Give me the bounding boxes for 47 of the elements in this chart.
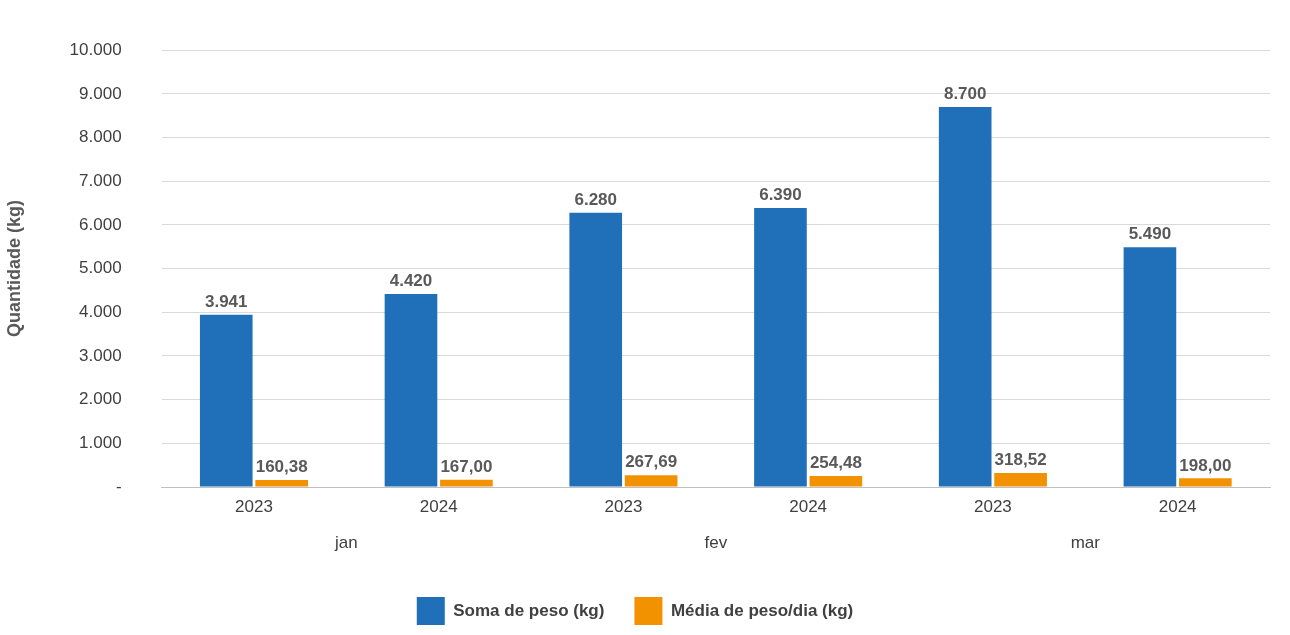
data-label: 254,48 (809, 453, 862, 473)
x-tick-label: 2024 (789, 496, 828, 516)
data-label: 160,38 (255, 457, 308, 477)
y-tick-label: 4.000 (79, 301, 122, 321)
x-tick-label: 2024 (419, 496, 458, 516)
y-tick-label: 6.000 (79, 214, 122, 234)
data-label: 8.700 (943, 84, 987, 104)
bar (809, 475, 863, 487)
bar (384, 293, 438, 487)
bar (938, 106, 992, 487)
bar (994, 473, 1047, 487)
y-tick-label: 3.000 (79, 345, 122, 365)
y-tick-label: 9.000 (79, 83, 122, 103)
y-tick-label: 7.000 (79, 170, 122, 190)
x-tick-label: 2023 (604, 496, 643, 516)
legend-label: Média de peso/dia (kg) (670, 600, 854, 620)
bar (1123, 247, 1177, 487)
bar (199, 314, 253, 487)
y-tick-label: 5.000 (79, 258, 122, 278)
data-label: 198,00 (1179, 455, 1232, 475)
data-label: 4.420 (389, 271, 433, 291)
text: fev (704, 532, 728, 552)
x-tick-label: 2023 (973, 496, 1012, 516)
x-tick-label: 2024 (1158, 496, 1197, 516)
y-axis-title: Quantidade (kg) (3, 200, 24, 338)
data-label: 167,00 (440, 456, 493, 476)
bar (569, 212, 623, 487)
y-tick-label: 10.000 (69, 39, 122, 59)
y-tick-label: - (115, 476, 122, 496)
bar (255, 480, 308, 487)
data-label: 318,52 (994, 450, 1047, 470)
bar (440, 479, 493, 487)
data-label: 6.390 (759, 185, 802, 205)
data-label: 6.280 (574, 189, 617, 209)
bar (624, 475, 678, 487)
y-tick-label: 1.000 (79, 433, 122, 453)
bar (1179, 478, 1232, 487)
text: mar (1070, 532, 1101, 552)
y-tick-label: 2.000 (79, 389, 122, 409)
data-label: 3.941 (204, 292, 248, 312)
data-label: 267,69 (625, 452, 678, 472)
legend-label: Soma de peso (kg) (453, 600, 605, 620)
text: jan (333, 532, 358, 552)
data-label: 5.490 (1128, 224, 1172, 244)
y-tick-label: 8.000 (79, 127, 122, 147)
x-tick-label: 2023 (235, 496, 273, 516)
bar (754, 207, 807, 487)
